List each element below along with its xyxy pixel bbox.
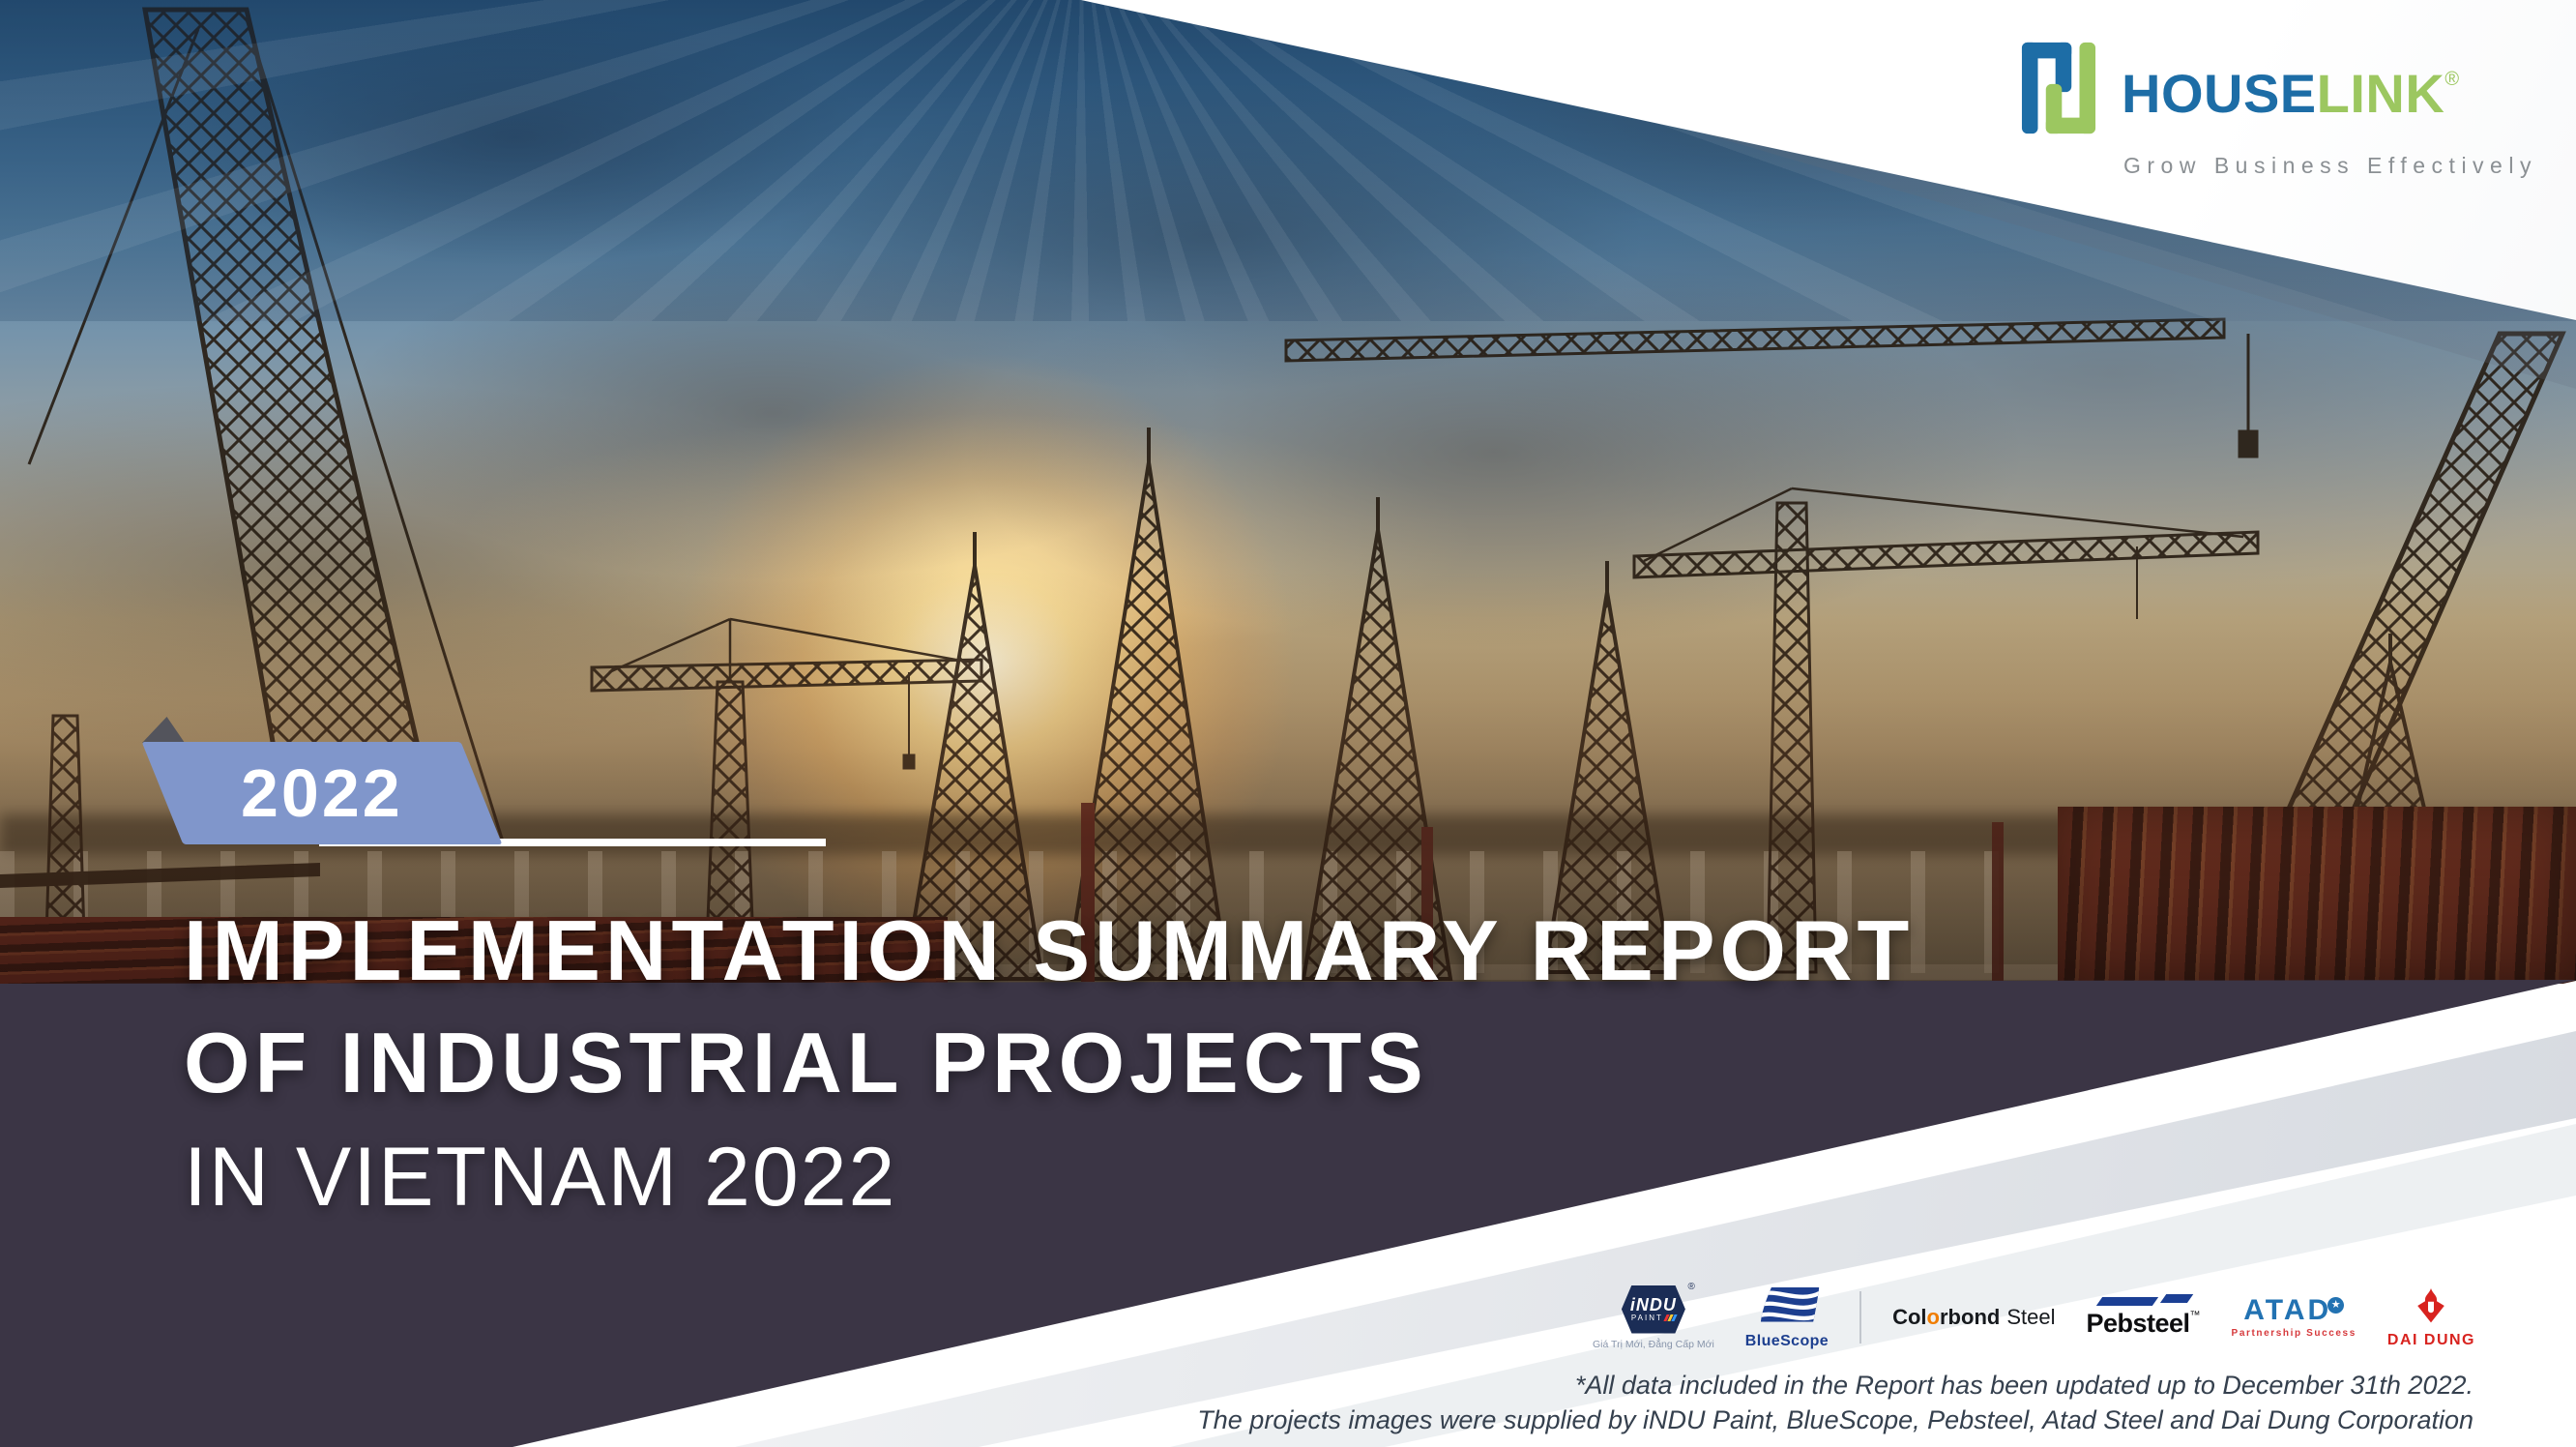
registered-mark: ®	[2444, 69, 2460, 90]
footnotes: *All data included in the Report has bee…	[1197, 1368, 2474, 1437]
atad-star-badge: ★	[2327, 1297, 2345, 1314]
year-badge-underline	[319, 839, 826, 846]
year-badge-label: 2022	[241, 755, 403, 831]
colorbond-label-part1: Col	[1892, 1305, 1927, 1329]
steel-racks-right	[2058, 807, 2576, 984]
sponsor-atad: ATAD★ Partnership Success	[2231, 1294, 2356, 1340]
daidung-flame-icon	[2417, 1288, 2445, 1323]
sponsor-divider	[1859, 1291, 1862, 1344]
colorbond-steel-label: Steel	[2006, 1305, 2056, 1329]
sponsor-colorbond: Colorbond Steel	[1892, 1305, 2055, 1330]
pebsteel-label: Pebsteel	[2086, 1308, 2190, 1338]
title-line-2: OF INDUSTRIAL PROJECTS	[184, 1015, 1428, 1110]
atad-caption: Partnership Success	[2231, 1328, 2356, 1339]
bluescope-label: BlueScope	[1744, 1333, 1830, 1349]
pebsteel-trademark: ™	[2189, 1309, 2201, 1321]
colorbond-orange-o: o	[1926, 1305, 1940, 1329]
footnote-line-2: The projects images were supplied by iND…	[1197, 1405, 2474, 1434]
brand-tagline: Grow Business Effectively	[2123, 153, 2537, 178]
report-title: IMPLEMENTATION SUMMARY REPORT OF INDUSTR…	[184, 895, 1914, 1235]
indu-paint-stripes	[1663, 1314, 1678, 1321]
houselink-wordmark: HOUSELINK®	[2122, 52, 2460, 121]
houselink-logo-icon	[2021, 42, 2096, 134]
indu-paint-label: PAINT	[1630, 1313, 1663, 1322]
bluescope-flag-icon	[1760, 1286, 1820, 1322]
houselink-logo: HOUSELINK® Grow Business Effectively	[2017, 33, 2537, 179]
year-badge: 2022	[141, 742, 503, 844]
indu-registered-mark: ®	[1687, 1281, 1695, 1292]
atad-label: ATAD	[2243, 1294, 2332, 1326]
sponsor-daidung: DAI DUNG	[2387, 1285, 2475, 1349]
footnote-line-1: *All data included in the Report has bee…	[1574, 1371, 2474, 1400]
indu-tagline: Giá Trị Mới, Đẳng Cấp Mới	[1592, 1338, 1714, 1350]
brand-name-link: LINK	[2316, 63, 2445, 124]
title-line-3: IN VIETNAM 2022	[184, 1131, 897, 1224]
title-line-1: IMPLEMENTATION SUMMARY REPORT	[184, 902, 1915, 998]
sponsor-pebsteel: Pebsteel™	[2086, 1293, 2201, 1339]
indu-hexagon-badge: iNDU PAINT	[1621, 1285, 1685, 1334]
daidung-label: DAI DUNG	[2386, 1332, 2475, 1348]
brand-name-house: HOUSE	[2122, 63, 2317, 124]
sponsor-logos-row: iNDU PAINT ® Giá Trị Mới, Đẳng Cấp Mới	[1592, 1281, 2475, 1350]
sponsor-bluescope: BlueScope	[1745, 1285, 1829, 1350]
pebsteel-swoosh	[2086, 1293, 2200, 1306]
steel-beams-foreground	[0, 917, 948, 984]
sponsor-indu-paint: iNDU PAINT ® Giá Trị Mới, Đẳng Cấp Mới	[1592, 1281, 1714, 1350]
indu-name: iNDU	[1629, 1294, 1677, 1314]
colorbond-label-part2: rbond	[1940, 1305, 2001, 1329]
